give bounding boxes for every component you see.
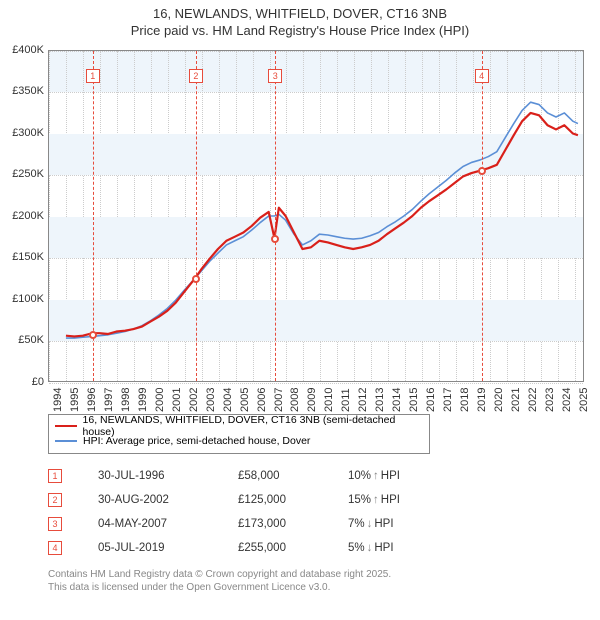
x-axis-label: 2004 [222,387,234,411]
sales-row-marker: 3 [48,517,62,531]
x-axis-label: 1994 [52,387,64,411]
x-axis-label: 2009 [306,387,318,411]
y-axis-label: £300K [0,127,44,139]
sales-row-pct: 5%HPI [348,542,438,554]
sale-point-dot [271,235,279,243]
sales-row-date: 30-JUL-1996 [98,470,238,482]
x-axis-label: 1996 [86,387,98,411]
x-axis-label: 2008 [289,387,301,411]
title-line2: Price paid vs. HM Land Registry's House … [8,23,592,38]
sale-point-dot [192,275,200,283]
chart: 1234 £0£50K£100K£150K£200K£250K£300K£350… [8,42,592,410]
x-axis-label: 1997 [103,387,115,411]
x-axis-label: 2001 [171,387,183,411]
sales-row: 2 30-AUG-2002£125,00015%HPI [48,488,592,512]
x-axis-label: 2018 [459,387,471,411]
x-axis-label: 2012 [357,387,369,411]
x-axis-label: 2010 [323,387,335,411]
y-axis-label: £200K [0,210,44,222]
sale-point-dot [478,167,486,175]
sale-point-dot [89,331,97,339]
y-axis-label: £100K [0,293,44,305]
arrow-down-icon [365,542,375,554]
arrow-down-icon [365,518,375,530]
y-axis-label: £50K [0,334,44,346]
x-axis-label: 1998 [120,387,132,411]
x-axis-label: 2005 [239,387,251,411]
x-axis-label: 2013 [374,387,386,411]
title-line1: 16, NEWLANDS, WHITFIELD, DOVER, CT16 3NB [8,6,592,23]
legend-swatch [55,440,77,442]
x-axis-label: 2011 [340,388,352,412]
x-axis-label: 1999 [137,387,149,411]
sales-row-marker: 1 [48,469,62,483]
sales-row-price: £125,000 [238,494,348,506]
x-axis-label: 2023 [544,387,556,411]
sales-row-pct: 7%HPI [348,518,438,530]
y-axis-label: £150K [0,251,44,263]
x-axis-label: 2007 [273,387,285,411]
sales-row-pct: 10%HPI [348,470,438,482]
sale-marker-box: 2 [189,69,203,83]
x-axis-label: 2016 [425,387,437,411]
legend-label: HPI: Average price, semi-detached house,… [83,435,310,447]
plot-area: 1 2 3 4 [48,50,584,382]
sale-marker-box: 4 [475,69,489,83]
x-axis-label: 1995 [69,387,81,411]
x-axis-label: 2015 [408,387,420,411]
footer-line1: Contains HM Land Registry data © Crown c… [48,568,592,581]
y-axis-label: £400K [0,44,44,56]
sales-row-date: 04-MAY-2007 [98,518,238,530]
legend-swatch [55,425,77,427]
sales-table: 1 30-JUL-1996£58,00010%HPI 2 30-AUG-2002£12… [48,464,592,560]
sale-marker-line [275,51,276,381]
x-axis-label: 2019 [476,387,488,411]
sales-row-date: 05-JUL-2019 [98,542,238,554]
x-axis-label: 2006 [256,387,268,411]
chart-lines [49,51,583,381]
legend-row: 16, NEWLANDS, WHITFIELD, DOVER, CT16 3NB… [55,419,423,434]
sale-marker-box: 3 [268,69,282,83]
x-axis-label: 2017 [442,387,454,411]
sales-row: 1 30-JUL-1996£58,00010%HPI [48,464,592,488]
x-axis-label: 2021 [510,387,522,411]
sales-row-pct: 15%HPI [348,494,438,506]
y-axis-label: £350K [0,85,44,97]
x-axis-label: 2000 [154,387,166,411]
x-axis-label: 2024 [561,387,573,411]
sales-row: 4 05-JUL-2019£255,0005%HPI [48,536,592,560]
sale-marker-line [482,51,483,381]
sale-marker-line [196,51,197,381]
arrow-up-icon [371,470,381,482]
sales-row-marker: 2 [48,493,62,507]
x-axis-label: 2002 [188,387,200,411]
legend: 16, NEWLANDS, WHITFIELD, DOVER, CT16 3NB… [48,414,430,454]
y-axis-label: £250K [0,168,44,180]
arrow-up-icon [371,494,381,506]
sales-row-price: £58,000 [238,470,348,482]
footer-line2: This data is licensed under the Open Gov… [48,581,592,594]
series-hpi [66,102,578,338]
gridline-h [49,383,583,384]
x-axis-label: 2003 [205,387,217,411]
sales-row-marker: 4 [48,541,62,555]
x-axis-label: 2022 [527,387,539,411]
sales-row: 3 04-MAY-2007£173,0007%HPI [48,512,592,536]
y-axis-label: £0 [0,376,44,388]
page: 16, NEWLANDS, WHITFIELD, DOVER, CT16 3NB… [0,0,600,620]
sale-marker-box: 1 [86,69,100,83]
sales-row-price: £255,000 [238,542,348,554]
sales-row-price: £173,000 [238,518,348,530]
x-axis-label: 2020 [493,387,505,411]
x-axis-label: 2025 [578,387,590,411]
series-price_paid [66,113,578,337]
footer: Contains HM Land Registry data © Crown c… [48,568,592,594]
x-axis-label: 2014 [391,387,403,411]
sales-row-date: 30-AUG-2002 [98,494,238,506]
